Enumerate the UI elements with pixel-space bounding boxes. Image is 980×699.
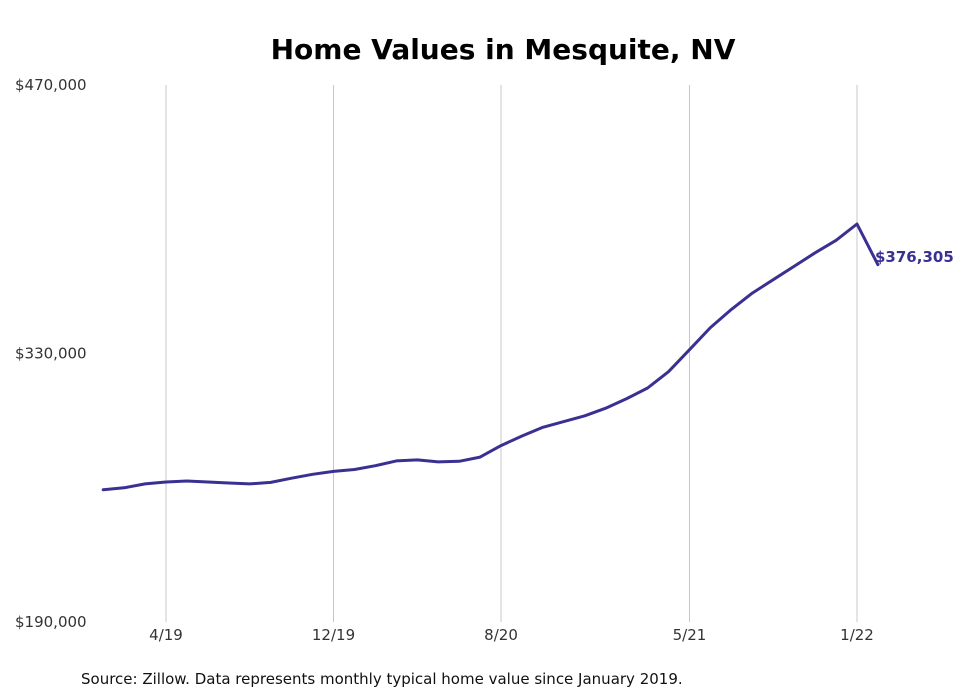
source-note: Source: Zillow. Data represents monthly … [81, 670, 683, 688]
y-tick-label: $470,000 [15, 76, 87, 94]
y-tick-label: $330,000 [15, 345, 87, 363]
y-tick-label: $190,000 [15, 613, 87, 631]
x-tick-label: 8/20 [484, 626, 518, 644]
x-tick-label: 5/21 [673, 626, 707, 644]
x-tick-label: 4/19 [149, 626, 183, 644]
x-tick-label: 1/22 [840, 626, 874, 644]
chart-title: Home Values in Mesquite, NV [271, 33, 736, 66]
y-axis-ticks: $470,000 $330,000 $190,000 [15, 76, 87, 631]
end-value-label: $376,305 [875, 248, 954, 266]
series-line-0 [101, 222, 880, 492]
x-axis-ticks: 4/19 12/19 8/20 5/21 1/22 [149, 626, 874, 644]
x-tick-label: 12/19 [312, 626, 355, 644]
grid-lines [165, 85, 858, 622]
series-layer [101, 222, 880, 492]
